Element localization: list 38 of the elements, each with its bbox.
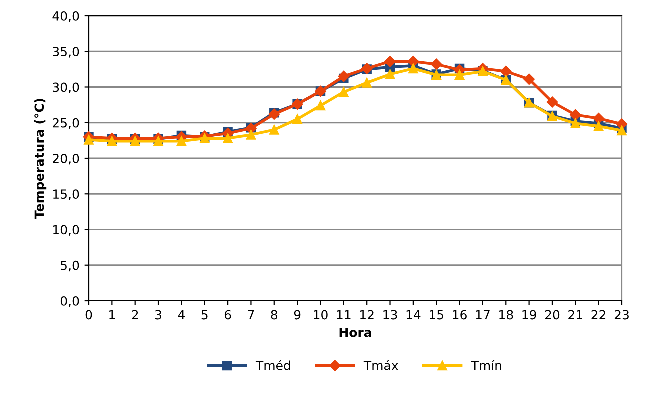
y-tick-label: 40,0: [52, 11, 80, 22]
x-tick-label: 16: [453, 310, 467, 320]
x-tick-label: 12: [360, 310, 374, 320]
y-tick-label: 20,0: [53, 154, 80, 165]
x-tick-label: 8: [271, 310, 278, 320]
x-tick-label: 17: [476, 310, 490, 320]
x-tick-label: 0: [86, 310, 92, 320]
x-tick-label: 19: [522, 310, 536, 320]
x-tick-label: 13: [384, 310, 398, 320]
x-tick-label: 3: [156, 310, 162, 320]
x-axis-title: Hora: [340, 328, 372, 338]
x-tick-label: 21: [568, 310, 582, 320]
y-tick-label: 30,0: [53, 82, 80, 94]
x-tick-label: 4: [178, 310, 185, 320]
legend-label: Tmáx: [364, 360, 398, 370]
x-tick-label: 2: [132, 310, 138, 320]
y-tick-label: 15,0: [54, 190, 80, 200]
x-tick-label: 14: [406, 310, 421, 320]
x-tick-label: 10: [314, 310, 328, 320]
x-tick-label: 6: [224, 310, 232, 320]
x-tick-label: 9: [294, 310, 301, 320]
y-tick-label: 5,0: [61, 260, 80, 272]
y-tick-label: 35,0: [53, 47, 80, 58]
y-tick-label: 10,0: [54, 225, 80, 236]
x-tick-label: 15: [430, 310, 444, 320]
x-tick-label: 22: [592, 310, 606, 320]
y-axis-title: Temperatura (°C): [34, 99, 47, 219]
x-tick-label: 11: [337, 310, 351, 320]
legend-label: Tmín: [471, 360, 502, 370]
y-tick-label: 0,0: [60, 296, 80, 308]
x-tick-label: 1: [110, 310, 115, 320]
legend-label: Tméd: [256, 360, 290, 370]
x-tick-label: 20: [545, 310, 560, 320]
y-tick-label: 25,0: [53, 118, 80, 130]
x-tick-label: 7: [248, 310, 254, 320]
x-tick-label: 5: [202, 310, 208, 320]
x-tick-label: 23: [614, 310, 629, 320]
x-tick-label: 18: [500, 310, 514, 320]
